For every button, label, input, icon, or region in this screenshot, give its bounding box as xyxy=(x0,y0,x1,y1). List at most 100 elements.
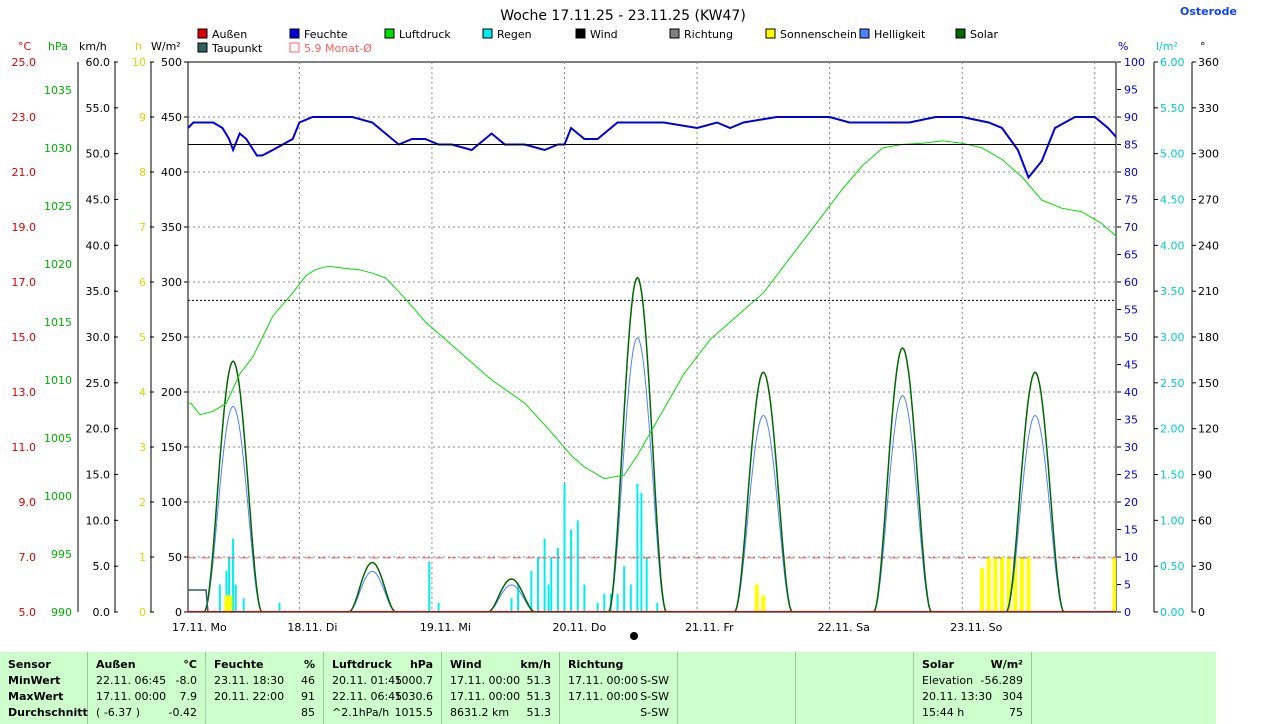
wind-unit: km/h xyxy=(79,40,107,53)
rain-bar xyxy=(550,557,553,612)
stats-timestamp: ^2.1hPa/h xyxy=(332,706,390,719)
stats-header: Wind xyxy=(450,658,482,671)
sunshine-bar xyxy=(1006,557,1011,612)
direction-tick-label: 0 xyxy=(1198,606,1205,619)
moon-icon xyxy=(630,632,638,640)
legend-swatch xyxy=(859,28,870,39)
humidity-tick-label: 70 xyxy=(1124,221,1138,234)
legend-label: Solar xyxy=(970,28,999,41)
temp-unit: °C xyxy=(18,40,32,53)
x-tick-label: 23.11. So xyxy=(950,621,1002,634)
legend-swatch xyxy=(197,42,208,53)
wind-tick-label: 0.0 xyxy=(93,606,111,619)
x-tick-label: 22.11. Sa xyxy=(818,621,870,634)
stats-timestamp: 20.11. 22:00 xyxy=(214,690,285,703)
solar-tick-label: 400 xyxy=(161,166,182,179)
solar-curve xyxy=(733,371,794,612)
sunhours-tick-label: 5 xyxy=(139,331,146,344)
stats-timestamp: 17.11. 00:00 xyxy=(568,690,639,703)
legend-label: Sonnenschein xyxy=(780,28,857,41)
pressure-tick-label: 1000 xyxy=(44,490,72,503)
solar-unit: W/m² xyxy=(151,40,181,53)
chart-title: Woche 17.11.25 - 23.11.25 (KW47) xyxy=(500,8,746,24)
legend-swatch xyxy=(197,28,208,39)
sunhours-tick-label: 2 xyxy=(139,496,146,509)
legend-swatch xyxy=(384,28,395,39)
legend-label: 5.9 Monat-Ø xyxy=(304,42,372,55)
direction-tick-label: 270 xyxy=(1198,194,1219,207)
rain-tick-label: 5.50 xyxy=(1160,102,1185,115)
sunhours-tick-label: 7 xyxy=(139,221,146,234)
stats-column: Wind km/h 17.11. 00:00 51.3 17.11. 00:00 51.3… xyxy=(442,652,560,724)
direction-tick-label: 180 xyxy=(1198,331,1219,344)
solar-curve xyxy=(487,578,536,612)
sunhours-unit: h xyxy=(135,40,142,53)
stats-panel: Sensor MinWert MaxWert Durchschnitt Außen °C 2… xyxy=(0,652,1216,724)
rain-bar xyxy=(570,529,573,612)
rain-bar xyxy=(228,557,231,612)
stats-header: Richtung xyxy=(568,658,624,671)
humidity-tick-label: 40 xyxy=(1124,386,1138,399)
stats-column: Richtung 17.11. 00:00 S-SW 17.11. 00:00 S-SW… xyxy=(560,652,678,724)
direction-tick-label: 210 xyxy=(1198,285,1219,298)
sunshine-bar xyxy=(1013,557,1018,612)
wind-tick-label: 45.0 xyxy=(86,194,111,207)
sunhours-tick-label: 3 xyxy=(139,441,146,454)
wind-tick-label: 40.0 xyxy=(86,239,111,252)
stats-timestamp: ( -6.37 ) xyxy=(96,706,141,719)
stats-timestamp: 17.11. 00:00 xyxy=(450,674,521,687)
humidity-tick-label: 60 xyxy=(1124,276,1138,289)
sunhours-tick-label: 8 xyxy=(139,166,146,179)
humidity-tick-label: 75 xyxy=(1124,194,1138,207)
legend-label: Regen xyxy=(497,28,532,41)
legend-swatch xyxy=(575,28,586,39)
stats-timestamp: 22.11. 06:45 xyxy=(96,674,167,687)
pressure-tick-label: 1020 xyxy=(44,258,72,271)
pressure-unit: hPa xyxy=(48,40,68,53)
sunhours-tick-label: 9 xyxy=(139,111,146,124)
location-label[interactable]: Osterode xyxy=(1180,5,1237,18)
wind-tick-label: 55.0 xyxy=(86,102,111,115)
sunshine-bar xyxy=(754,584,759,612)
stats-row-label: MaxWert xyxy=(8,690,64,703)
axes: 25.023.021.019.017.015.013.011.09.07.05.… xyxy=(12,40,1219,640)
temp-tick-label: 17.0 xyxy=(12,276,37,289)
rain-bar xyxy=(232,538,235,612)
solar-curve xyxy=(348,561,397,612)
rain-bar xyxy=(623,566,626,612)
temp-tick-label: 21.0 xyxy=(12,166,37,179)
stats-row-label: MinWert xyxy=(8,674,61,687)
solar-tick-label: 100 xyxy=(161,496,182,509)
humidity-tick-label: 15 xyxy=(1124,524,1138,537)
stats-header: Solar xyxy=(922,658,955,671)
x-tick-label: 18.11. Di xyxy=(287,621,337,634)
sunhours-tick-label: 4 xyxy=(139,386,146,399)
humidity-tick-label: 45 xyxy=(1124,359,1138,372)
rain-bar xyxy=(636,483,639,612)
brightness-curve xyxy=(733,414,793,612)
stats-value: 1000.7 xyxy=(394,674,434,687)
solar-tick-label: 350 xyxy=(161,221,182,234)
rain-bar xyxy=(656,602,659,612)
legend-label: Luftdruck xyxy=(399,28,451,41)
stats-column: Luftdruck hPa 20.11. 01:45 1000.7 22.11. 06:… xyxy=(324,652,442,724)
brightness-curve xyxy=(348,570,397,612)
rain-bar xyxy=(530,570,533,612)
humidity-tick-label: 10 xyxy=(1124,551,1138,564)
temp-tick-label: 9.0 xyxy=(19,496,37,509)
solar-curve xyxy=(872,346,933,612)
x-tick-label: 20.11. Do xyxy=(553,621,607,634)
temp-tick-label: 5.0 xyxy=(19,606,37,619)
stats-value: S-SW xyxy=(640,674,669,687)
stats-column: Außen °C 22.11. 06:45 -8.0 17.11. 00:00 7.9 ( … xyxy=(88,652,206,724)
humidity-unit: % xyxy=(1118,40,1128,53)
pressure-tick-label: 1035 xyxy=(44,84,72,97)
legend-label: Richtung xyxy=(684,28,733,41)
wind-tick-label: 10.0 xyxy=(86,514,111,527)
rain-bar xyxy=(583,584,586,612)
rain-tick-label: 1.00 xyxy=(1160,514,1185,527)
legend-swatch xyxy=(765,28,776,39)
rain-tick-label: 2.50 xyxy=(1160,377,1185,390)
stats-timestamp: 17.11. 00:00 xyxy=(450,690,521,703)
legend-label: Taupunkt xyxy=(211,42,263,55)
